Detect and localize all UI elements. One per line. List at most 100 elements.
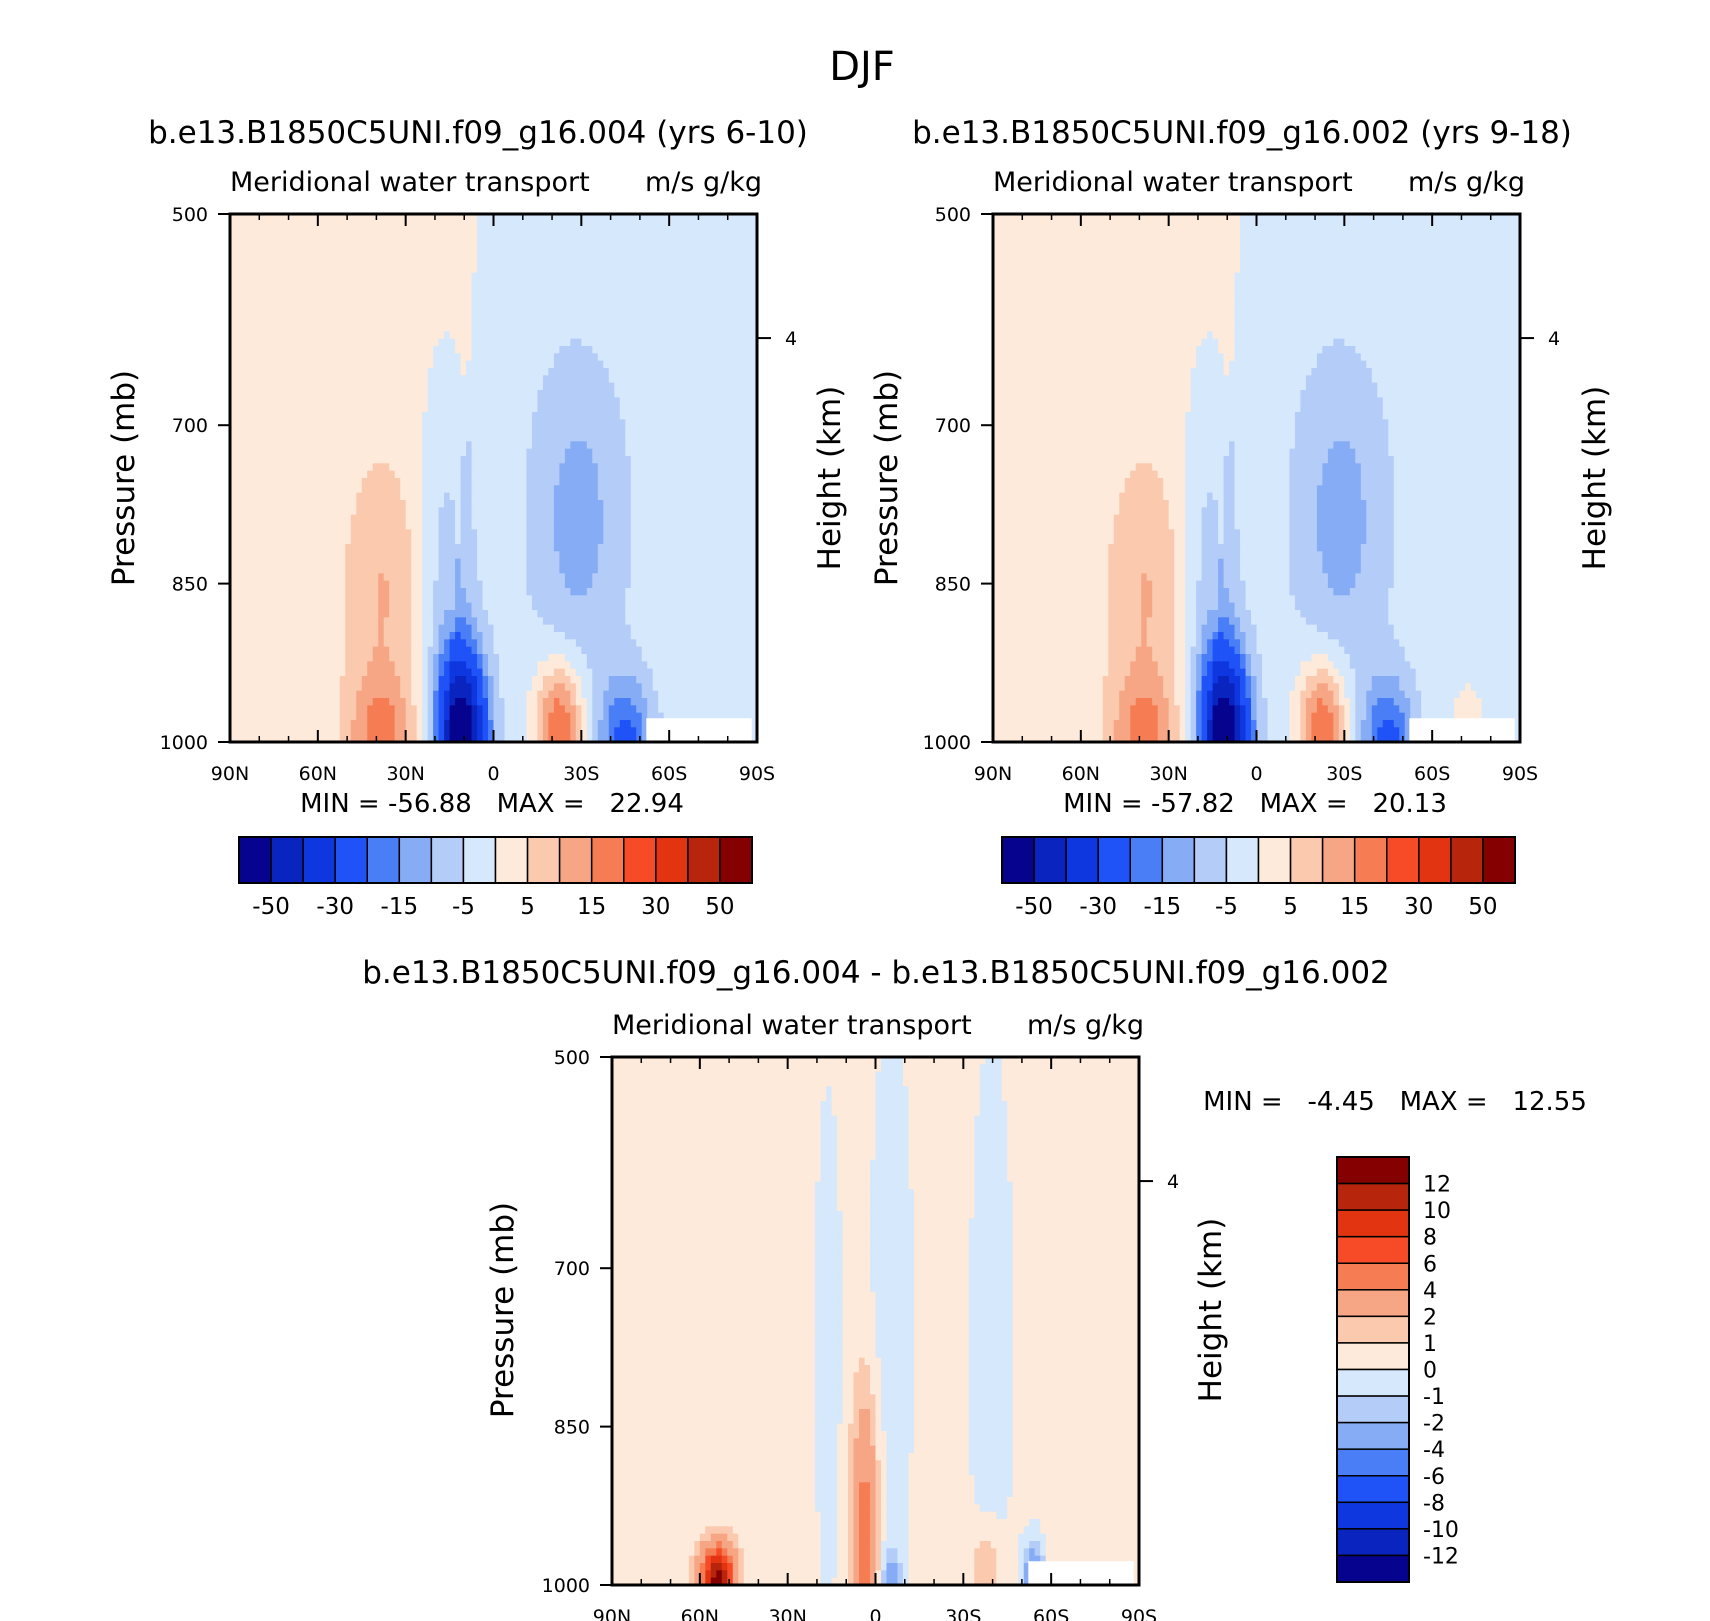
contour-cell [416, 228, 423, 237]
contour-cell [433, 287, 440, 296]
contour-cell [537, 544, 544, 552]
contour-cell [394, 390, 401, 398]
contour-cell [663, 588, 670, 596]
contour-cell [251, 441, 259, 450]
contour-cell [251, 485, 259, 494]
contour-cell [433, 382, 440, 391]
contour-cell [268, 390, 275, 398]
contour-cell [625, 294, 632, 303]
contour-cell [460, 228, 467, 237]
contour-cell [416, 243, 423, 252]
contour-cell [345, 221, 352, 230]
contour-cell [334, 228, 341, 237]
contour-cell [339, 250, 346, 259]
contour-cell [691, 272, 698, 281]
contour-cell [361, 375, 368, 384]
contour-cell [471, 390, 478, 398]
contour-cell [444, 353, 451, 362]
contour-cell [608, 434, 615, 442]
contour-cell [257, 412, 264, 420]
contour-cell [482, 375, 489, 384]
panel-left-title: b.e13.B1850C5UNI.f09_g16.004 (yrs 6-10) [148, 115, 808, 151]
contour-cell [268, 434, 275, 442]
contour-cell [449, 500, 456, 508]
contour-cell [235, 551, 242, 560]
contour-cell [444, 236, 451, 244]
contour-cell [630, 434, 637, 442]
contour-cell [328, 500, 335, 508]
contour-cell [685, 514, 692, 523]
contour-cell [482, 566, 489, 574]
contour-cell [405, 426, 412, 435]
contour-cell [526, 507, 533, 516]
contour-cell [735, 492, 742, 501]
contour-cell [356, 324, 363, 332]
contour-cell [471, 346, 478, 354]
contour-cell [652, 419, 659, 428]
contour-cell [230, 214, 237, 222]
contour-cell [301, 302, 308, 310]
contour-cell [449, 544, 456, 552]
contour-cell [378, 397, 385, 406]
contour-cell [350, 324, 357, 332]
contour-cell [652, 412, 659, 420]
contour-cell [564, 573, 571, 582]
contour-cell [603, 368, 610, 376]
contour-cell [674, 456, 681, 464]
contour-cell [433, 558, 440, 567]
contour-cell [718, 514, 725, 523]
contour-cell [630, 390, 637, 398]
contour-cell [466, 529, 473, 538]
contour-cell [647, 338, 654, 347]
contour-cell [477, 448, 484, 457]
contour-cell [262, 302, 270, 310]
contour-cell [449, 404, 456, 413]
contour-cell [548, 258, 555, 266]
contour-cell [707, 448, 714, 457]
contour-cell [608, 324, 615, 332]
contour-cell [718, 265, 725, 274]
contour-cell [740, 221, 747, 230]
contour-cell [498, 375, 506, 384]
contour-cell [306, 558, 313, 567]
contour-cell [334, 507, 341, 516]
contour-cell [477, 331, 484, 340]
contour-cell [735, 346, 742, 354]
contour-cell [284, 280, 291, 288]
contour-cell [542, 573, 549, 582]
contour-cell [570, 360, 577, 369]
contour-cell [427, 390, 434, 398]
contour-cell [702, 221, 709, 230]
contour-cell [466, 588, 473, 596]
contour-cell [663, 397, 670, 406]
contour-cell [246, 441, 253, 450]
contour-cell [592, 287, 599, 296]
contour-cell [614, 214, 621, 222]
contour-cell [603, 287, 610, 296]
contour-cell [268, 588, 275, 596]
contour-cell [504, 522, 511, 530]
contour-cell [641, 522, 648, 530]
contour-cell [625, 382, 632, 391]
contour-cell [724, 280, 731, 288]
contour-cell [317, 551, 324, 560]
contour-cell [284, 536, 291, 545]
contour-cell [526, 302, 533, 310]
contour-cell [498, 294, 506, 303]
contour-cell [251, 529, 259, 538]
contour-cell [422, 228, 429, 237]
contour-cell [257, 390, 264, 398]
contour-cell [718, 287, 725, 296]
contour-cell [471, 302, 478, 310]
contour-cell [663, 580, 670, 589]
contour-cell [257, 316, 264, 325]
contour-cell [691, 353, 698, 362]
contour-cell [564, 485, 571, 494]
contour-cell [636, 316, 643, 325]
contour-cell [740, 390, 747, 398]
contour-cell [230, 390, 237, 398]
contour-cell [339, 485, 346, 494]
contour-cell [636, 390, 643, 398]
contour-cell [592, 514, 599, 523]
contour-cell [312, 258, 319, 266]
